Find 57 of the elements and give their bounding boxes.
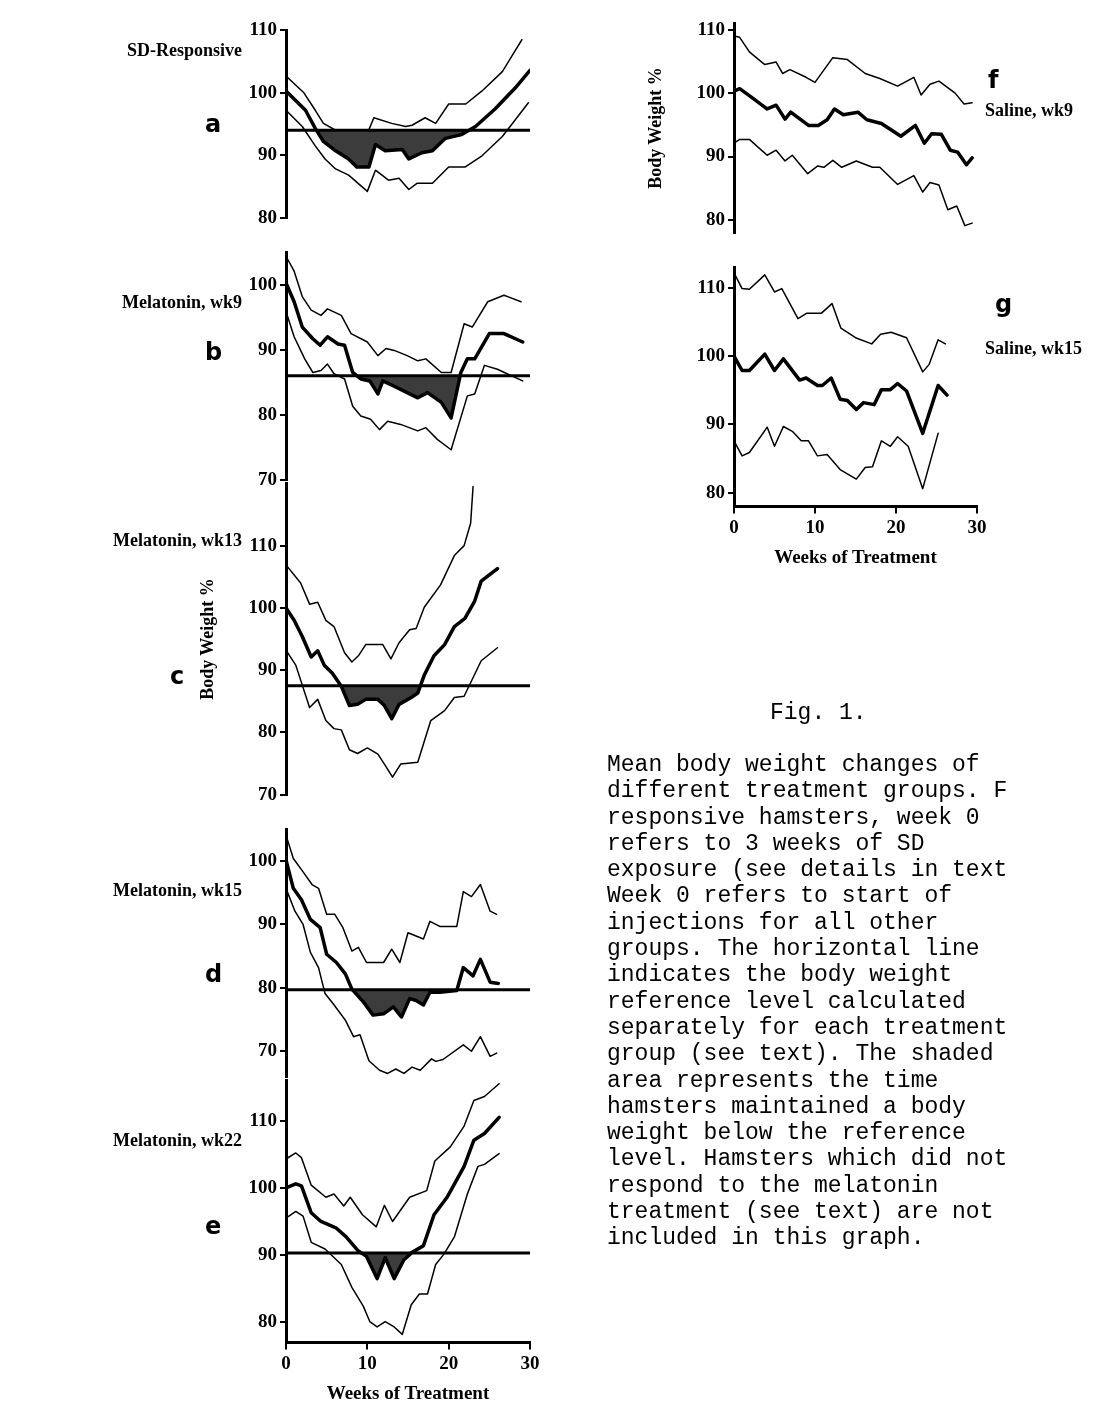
y-axis-title: Body Weight % — [197, 578, 218, 700]
y-tick-label: 80 — [258, 402, 277, 424]
y-tick-label: 100 — [696, 81, 725, 103]
x-tick-label: 30 — [967, 515, 987, 537]
y-tick-label: 110 — [249, 533, 277, 555]
y-tick-label: 80 — [706, 480, 725, 502]
text: Saline, wk15 — [985, 338, 1083, 359]
x-axis-title: Weeks of Treatment — [774, 545, 938, 567]
text: Mean body weight changes of different treatment groups. F responsive hamsters, week 0 refers to 3 weeks of SD exposure (see details in text Week 0 refers to start of injections for all other groups. The horizontal line indicates the body weight reference level calculated separately for each treatment group (see text). The shaded area represents the time hamsters maintained a body weight below the reference level. Hamsters which did not respond to the melatonin treatment (see text) are not included in this graph. — [607, 752, 1008, 1252]
y-tick-label: 110 — [697, 17, 725, 39]
text: b — [205, 338, 223, 366]
y-tick-label: 110 — [249, 1108, 277, 1130]
text: e — [205, 1212, 222, 1240]
y-tick-label: 90 — [258, 337, 277, 359]
y-tick-label: 80 — [258, 975, 277, 997]
text: a — [205, 110, 222, 138]
text: f — [988, 66, 999, 94]
y-tick-label: 90 — [258, 912, 277, 934]
x-axis-title: Weeks of Treatment — [326, 1381, 490, 1403]
y-tick-label: 90 — [258, 658, 277, 680]
x-tick-label: 20 — [886, 515, 906, 537]
y-tick-label: 100 — [696, 344, 725, 366]
x-tick-label: 10 — [357, 1351, 377, 1373]
y-tick-label: 80 — [258, 720, 277, 742]
y-tick-label: 70 — [258, 1039, 277, 1061]
y-tick-label: 90 — [258, 1242, 277, 1264]
y-tick-label: 90 — [706, 144, 725, 166]
y-tick-label: 80 — [258, 1310, 277, 1332]
y-tick-label: 70 — [258, 782, 277, 804]
y-tick-label: 100 — [248, 1175, 277, 1197]
y-tick-label: 70 — [258, 467, 277, 489]
text: Melatonin, wk15 — [112, 880, 242, 901]
text: SD-Responsive — [126, 40, 242, 61]
text: g — [995, 290, 1013, 318]
y-axis-title: Body Weight % — [645, 67, 666, 189]
text: Melatonin, wk22 — [112, 1130, 242, 1151]
y-tick-label: 80 — [258, 205, 277, 227]
y-tick-label: 100 — [248, 849, 277, 870]
text: Melatonin, wk13 — [112, 530, 242, 551]
x-tick-label: 10 — [805, 515, 825, 537]
y-tick-label: 100 — [248, 595, 277, 617]
caption: Fig. 1. — [770, 700, 867, 727]
text: d — [205, 960, 223, 988]
y-tick-label: 100 — [248, 272, 277, 294]
text: Saline, wk9 — [985, 100, 1074, 121]
y-tick-label: 80 — [706, 207, 725, 229]
y-tick-label: 110 — [697, 275, 725, 297]
y-tick-label: 100 — [248, 80, 277, 102]
text: c — [170, 662, 185, 690]
y-tick-label: 90 — [258, 143, 277, 165]
y-tick-label: 110 — [249, 18, 277, 40]
x-tick-label: 30 — [520, 1351, 540, 1373]
x-tick-label: 0 — [281, 1351, 291, 1373]
x-tick-label: 20 — [439, 1351, 459, 1373]
x-tick-label: 0 — [729, 515, 739, 537]
y-tick-label: 90 — [706, 412, 725, 434]
text: Melatonin, wk9 — [121, 292, 242, 313]
